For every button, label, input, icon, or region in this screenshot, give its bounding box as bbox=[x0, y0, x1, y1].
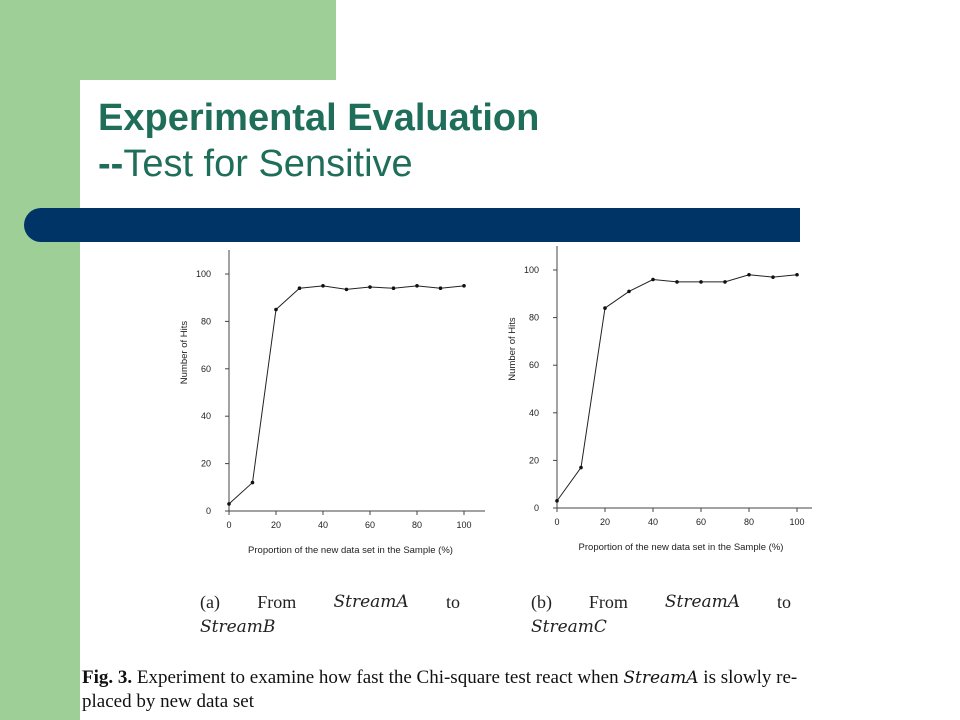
caption-a-label: (a) bbox=[200, 592, 220, 612]
caption-b-to: to bbox=[776, 592, 791, 612]
left-accent-band bbox=[0, 0, 80, 720]
caption-a-dst: StreamB bbox=[200, 617, 276, 637]
figure-caption-text-before: Experiment to examine how fast the Chi-s… bbox=[136, 667, 619, 688]
figure-caption: Fig. 3. Experiment to examine how fast t… bbox=[82, 666, 912, 714]
caption-a-src: StreamA bbox=[333, 592, 409, 612]
figure-caption-line2: placed by new data set bbox=[82, 691, 254, 712]
figure-caption-stream: StreamA bbox=[623, 668, 699, 688]
title-sub: --Test for Sensitive bbox=[98, 143, 413, 185]
caption-a: (a) From StreamA to StreamB bbox=[200, 590, 460, 639]
caption-b: (b) From StreamA to StreamC bbox=[531, 590, 791, 639]
caption-b-dst: StreamC bbox=[531, 617, 607, 637]
title-main: Experimental Evaluation bbox=[98, 97, 540, 139]
title-sub-text: Test for Sensitive bbox=[123, 143, 413, 185]
caption-b-src: StreamA bbox=[664, 592, 741, 612]
caption-a-from: From bbox=[257, 592, 297, 612]
caption-b-from: From bbox=[588, 592, 628, 612]
title-dashes: -- bbox=[98, 143, 124, 185]
caption-b-label: (b) bbox=[531, 592, 552, 612]
title-divider-bar bbox=[24, 208, 800, 242]
content-panel bbox=[80, 80, 960, 720]
figure-caption-text-after: is slowly re- bbox=[703, 667, 798, 688]
slide-title: Experimental Evaluation --Test for Sensi… bbox=[98, 95, 539, 187]
caption-a-to: to bbox=[445, 592, 460, 612]
top-accent-band bbox=[0, 0, 336, 80]
figure-caption-label: Fig. 3. bbox=[82, 667, 133, 688]
